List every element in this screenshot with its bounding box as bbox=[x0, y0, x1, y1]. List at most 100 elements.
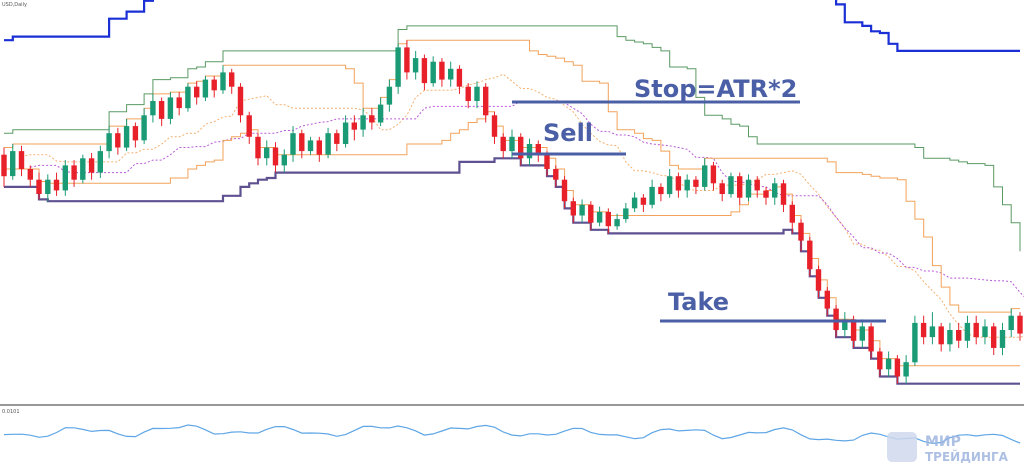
candle-body bbox=[710, 165, 717, 184]
candle-body bbox=[789, 204, 795, 223]
candle-body bbox=[421, 58, 428, 84]
candle-body bbox=[334, 133, 340, 144]
candle-body bbox=[412, 58, 419, 73]
upper-channel-line bbox=[4, 0, 1020, 52]
candle-body bbox=[894, 358, 901, 377]
candle-body bbox=[395, 47, 401, 87]
candle-body bbox=[194, 86, 200, 98]
green-upper-line bbox=[4, 25, 1021, 252]
candle-body bbox=[97, 151, 103, 173]
candle-body bbox=[596, 211, 603, 223]
candle-body bbox=[448, 68, 454, 80]
candle-body bbox=[369, 115, 375, 123]
lower-channel-line bbox=[4, 157, 1020, 385]
candle-body bbox=[780, 183, 787, 205]
candle-body bbox=[456, 68, 463, 87]
candle-body bbox=[299, 133, 305, 152]
candle-body bbox=[246, 115, 252, 137]
candle-body bbox=[938, 326, 944, 345]
candle-body bbox=[386, 86, 393, 105]
candle-body bbox=[693, 179, 699, 187]
candle-body bbox=[316, 140, 322, 155]
candle-body bbox=[973, 322, 979, 338]
candle-body bbox=[491, 115, 498, 137]
candle-body bbox=[868, 326, 874, 352]
watermark-logo-icon bbox=[887, 432, 917, 462]
candle-body bbox=[71, 165, 77, 180]
candle-body bbox=[631, 197, 638, 209]
candle-body bbox=[290, 133, 296, 155]
candle-body bbox=[483, 86, 489, 116]
candle-body bbox=[956, 330, 962, 341]
candle-body bbox=[255, 136, 261, 159]
candle-body bbox=[658, 186, 664, 195]
candle-body bbox=[439, 61, 445, 80]
candle-body bbox=[307, 140, 314, 152]
candle-body bbox=[88, 158, 95, 173]
candle-body bbox=[999, 330, 1006, 348]
candle-body bbox=[132, 126, 139, 141]
candle-body bbox=[728, 176, 734, 195]
candle-body bbox=[1, 154, 7, 177]
candle-body bbox=[561, 179, 568, 202]
candle-body bbox=[404, 47, 410, 73]
candle-body bbox=[754, 179, 760, 191]
candle-body bbox=[842, 319, 848, 330]
candle-body bbox=[815, 269, 822, 291]
candle-body bbox=[465, 86, 471, 101]
candle-body bbox=[229, 72, 235, 87]
candle-body bbox=[588, 204, 594, 223]
candle-body bbox=[964, 322, 971, 341]
candle-body bbox=[763, 190, 769, 198]
candle-body bbox=[929, 326, 936, 338]
candle-body bbox=[605, 211, 611, 227]
candle-body bbox=[798, 222, 804, 241]
candle-body bbox=[474, 86, 480, 101]
candle-body bbox=[912, 322, 918, 363]
purple-dotted-line bbox=[30, 100, 1024, 298]
candle-body bbox=[18, 151, 25, 169]
candle-body bbox=[62, 165, 68, 191]
candle-body bbox=[859, 326, 865, 341]
candle-body bbox=[141, 115, 147, 141]
candle-body bbox=[570, 201, 576, 216]
candle-body bbox=[833, 308, 839, 331]
candle-body bbox=[237, 86, 244, 116]
candle-body bbox=[535, 144, 541, 155]
candle-body bbox=[500, 136, 506, 152]
sell-label: Sell bbox=[543, 119, 593, 147]
stop-label: Stop=ATR*2 bbox=[634, 75, 797, 103]
candle-body bbox=[360, 115, 366, 130]
candle-body bbox=[579, 204, 585, 216]
candle-body bbox=[377, 104, 384, 123]
watermark: МИР ТРЕЙДИНГА bbox=[887, 432, 1009, 464]
candle-body bbox=[850, 319, 857, 341]
candle-body bbox=[982, 326, 988, 338]
candle-body bbox=[211, 79, 217, 91]
candle-body bbox=[351, 122, 357, 130]
candle-body bbox=[27, 169, 33, 180]
candle-body bbox=[1008, 315, 1014, 330]
candle-body bbox=[807, 240, 813, 270]
candle-body bbox=[903, 362, 909, 377]
candle-body bbox=[623, 208, 629, 220]
candle-body bbox=[640, 197, 647, 205]
candle-body bbox=[920, 322, 927, 338]
candle-body bbox=[167, 97, 174, 119]
candle-body bbox=[737, 176, 743, 198]
candle-body bbox=[649, 186, 655, 205]
candle-body bbox=[80, 158, 86, 180]
oscillator-label: 0.0101 bbox=[2, 409, 20, 415]
candle-body bbox=[702, 165, 708, 187]
candle-body bbox=[220, 72, 226, 91]
candle-body bbox=[106, 133, 112, 152]
candle-body bbox=[264, 147, 270, 159]
orange-upper-line bbox=[4, 39, 1020, 313]
candle-body bbox=[150, 101, 156, 116]
candle-body bbox=[544, 154, 550, 169]
candle-body bbox=[176, 97, 182, 109]
candle-body bbox=[518, 136, 524, 159]
candle-body bbox=[885, 358, 892, 370]
candle-body bbox=[772, 183, 778, 198]
